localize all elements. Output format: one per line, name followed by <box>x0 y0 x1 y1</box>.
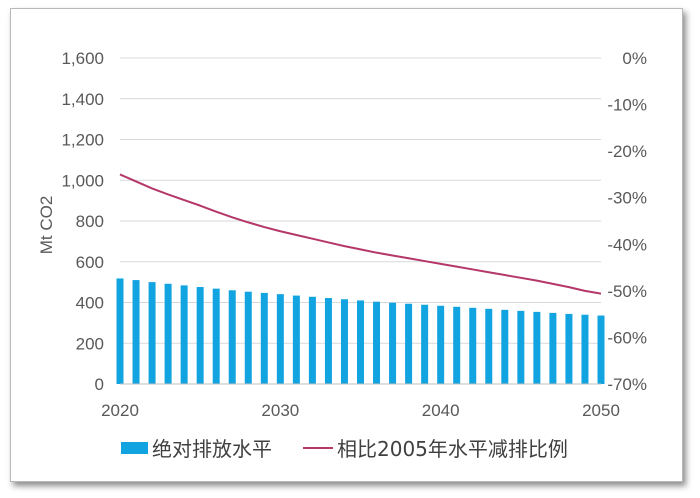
legend-swatch-bars <box>121 442 148 454</box>
bar <box>260 292 268 384</box>
bar <box>453 306 461 384</box>
axes: 0 200 400 600 800 1,000 1,200 1,400 1,600 -70% -60… <box>61 49 647 420</box>
bar <box>405 303 413 384</box>
bar <box>180 285 188 384</box>
bar <box>485 308 493 384</box>
bar <box>501 309 509 384</box>
bar <box>132 280 140 384</box>
line-series <box>119 173 602 295</box>
bar-series <box>116 278 605 384</box>
y-tick-label: 0 <box>95 375 104 394</box>
y-tick-label: 600 <box>76 253 104 272</box>
y2-tick-label: -10% <box>607 96 647 115</box>
bar <box>581 314 589 384</box>
y-tick-label: 1,000 <box>61 171 104 190</box>
legend-label-line: 相比2005年水平减排比例 <box>337 437 568 461</box>
reduction-line <box>119 173 602 295</box>
bar <box>308 296 316 384</box>
bar <box>340 299 348 384</box>
y2-tick-label: 0% <box>622 49 647 68</box>
y-axis-title: Mt CO2 <box>37 196 56 255</box>
bar <box>517 310 525 384</box>
bar <box>116 278 124 384</box>
bar <box>148 282 156 384</box>
bar <box>357 300 364 384</box>
y2-tick-label: -70% <box>607 375 647 394</box>
bar <box>324 298 332 384</box>
y-tick-label: 1,400 <box>61 90 104 109</box>
y-tick-label: 200 <box>76 334 104 353</box>
bar <box>469 307 477 384</box>
y2-tick-label: -20% <box>607 142 647 161</box>
y-tick-label: 400 <box>76 294 104 313</box>
legend: 绝对排放水平 相比2005年水平减排比例 <box>121 437 568 461</box>
emissions-chart: 0 200 400 600 800 1,000 1,200 1,400 1,600 -70% -60… <box>37 49 647 461</box>
bar <box>196 287 204 384</box>
legend-label-bars: 绝对排放水平 <box>152 437 272 461</box>
y-tick-label: 1,200 <box>61 131 104 150</box>
chart-frame: 0 200 400 600 800 1,000 1,200 1,400 1,600 -70% -60… <box>10 8 683 482</box>
bar <box>533 311 541 384</box>
y2-tick-label: -40% <box>607 235 647 254</box>
bar <box>164 283 172 384</box>
x-tick-label: 2040 <box>422 401 460 420</box>
x-tick-label: 2020 <box>101 401 139 420</box>
y2-tick-label: -50% <box>607 282 647 301</box>
y-tick-label: 800 <box>76 212 104 231</box>
bar <box>244 291 252 384</box>
bar <box>549 312 557 384</box>
bar <box>437 305 445 384</box>
bar <box>373 301 381 384</box>
y-tick-label: 1,600 <box>61 49 104 68</box>
bar <box>565 313 573 384</box>
bar <box>212 288 220 384</box>
bar <box>276 294 284 384</box>
x-tick-label: 2030 <box>261 401 299 420</box>
y2-tick-label: -30% <box>607 189 647 208</box>
y2-tick-label: -60% <box>607 328 647 347</box>
bar <box>389 302 397 384</box>
bar <box>597 315 605 384</box>
bar <box>421 304 429 384</box>
x-tick-label: 2050 <box>582 401 620 420</box>
bar <box>292 295 300 384</box>
bar <box>228 290 236 384</box>
